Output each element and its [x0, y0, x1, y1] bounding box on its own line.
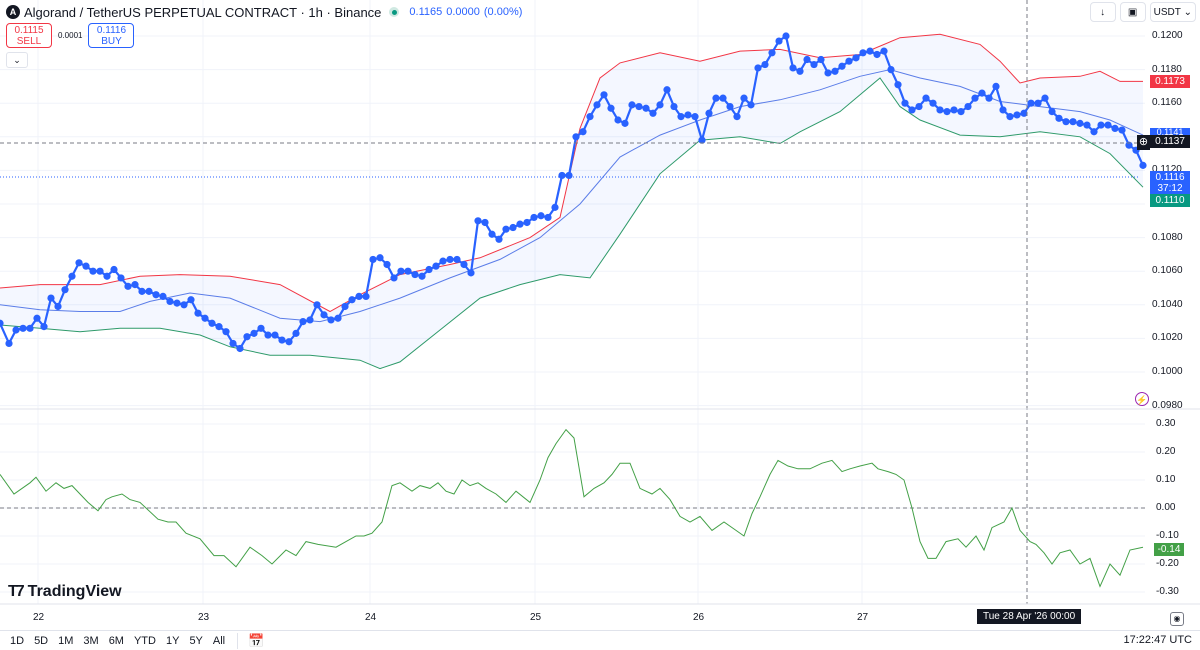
spread-value: 0.0001 — [58, 31, 83, 40]
lightning-icon[interactable]: ⚡ — [1135, 392, 1149, 406]
buy-button[interactable]: 0.1116 BUY — [88, 23, 135, 48]
range-5y[interactable]: 5Y — [189, 634, 203, 647]
currency-label: USDT — [1153, 6, 1181, 18]
crosshair-time-label: Tue 28 Apr '26 00:00 — [977, 609, 1082, 624]
oscillator-line — [0, 428, 1144, 588]
upper-band-tag: 0.1173 — [1150, 75, 1190, 88]
basis-line — [0, 69, 1144, 323]
time-tick: 26 — [693, 612, 705, 623]
price-scale-toolbar: ↓ ▣ USDT ⌄ — [1089, 2, 1196, 22]
last-price-tag: 0.1116 37:12 — [1150, 171, 1190, 195]
osc-tick: -0.10 — [1156, 530, 1179, 541]
time-tick: 25 — [530, 612, 542, 623]
osc-tick: -0.30 — [1156, 586, 1179, 597]
add-alert-plus-icon[interactable]: ⊕ — [1137, 135, 1150, 150]
bar-countdown: 37:12 — [1157, 183, 1183, 194]
buy-label: BUY — [101, 35, 122, 47]
price-tick: 0.1020 — [1152, 332, 1183, 344]
price-tick: 0.1160 — [1152, 97, 1182, 109]
buy-price: 0.1116 — [96, 24, 127, 36]
osc-tick: 0.30 — [1156, 418, 1176, 429]
range-6m[interactable]: 6M — [108, 634, 124, 647]
range-all[interactable]: All — [212, 634, 226, 647]
sell-button[interactable]: 0.1115 SELL — [6, 23, 52, 48]
crosshair-price-tag: 0.1137 — [1150, 135, 1190, 148]
price-tick: 0.0980 — [1152, 399, 1183, 411]
osc-tick: 0.20 — [1156, 446, 1176, 457]
lower-band-tag: 0.1110 — [1150, 194, 1190, 207]
market-open-dot-icon — [389, 7, 400, 17]
osc-tick: 0.00 — [1156, 502, 1176, 513]
tradingview-logo[interactable]: T7 TradingView — [8, 583, 122, 601]
time-tick: 23 — [198, 612, 210, 623]
upper-band-line — [0, 33, 1143, 313]
algorand-logo-icon: A — [6, 5, 20, 19]
price-tick: 0.1180 — [1152, 63, 1182, 75]
price-change-pct: (0.00%) — [483, 6, 523, 18]
last-price: 0.1165 — [409, 6, 443, 18]
price-tick: 0.1200 — [1152, 30, 1183, 41]
osc-tick: 0.10 — [1156, 474, 1176, 485]
range-1y[interactable]: 1Y — [165, 634, 180, 647]
sell-price: 0.1115 — [14, 24, 44, 36]
time-tick: 22 — [33, 612, 45, 623]
price-tick: 0.1060 — [1152, 265, 1183, 277]
chevron-down-icon: ⌄ — [1183, 6, 1192, 18]
clock[interactable]: 17:22:47 UTC — [1123, 634, 1192, 646]
osc-tick: -0.20 — [1156, 558, 1179, 569]
tradingview-logo-icon: T7 — [8, 583, 25, 600]
price-tick: 0.1000 — [1152, 366, 1183, 377]
basis-tag: 0.1141 — [1150, 128, 1190, 138]
range-selector: 1D 5D 1M 3M 6M YTD 1Y 5Y All — [0, 635, 225, 647]
sell-label: SELL — [16, 35, 42, 47]
calendar-goto-icon[interactable]: 📅 — [237, 632, 264, 649]
time-tick: 27 — [857, 612, 869, 623]
price-tick: 0.1040 — [1152, 298, 1183, 310]
price-tick: 0.1120 — [1152, 164, 1182, 176]
gear-icon[interactable]: ◉ — [1170, 612, 1184, 626]
lower-band-line — [0, 77, 1144, 370]
price-tick: 0.1080 — [1152, 231, 1183, 243]
range-1d[interactable]: 1D — [10, 634, 25, 647]
collapse-legend-button[interactable]: ⌄ — [6, 52, 28, 68]
currency-select[interactable]: USDT ⌄ — [1149, 2, 1196, 22]
last-price-value: 0.1116 — [1155, 172, 1185, 183]
range-ytd[interactable]: YTD — [133, 634, 156, 647]
time-tick: 24 — [365, 612, 377, 623]
arrow-down-icon[interactable]: ↓ — [1089, 2, 1116, 22]
range-5d[interactable]: 5D — [34, 634, 49, 647]
symbol-title[interactable]: Algorand / TetherUS PERPETUAL CONTRACT ·… — [24, 4, 382, 20]
symbol-header: A Algorand / TetherUS PERPETUAL CONTRACT… — [6, 3, 522, 21]
price-change: 0.0000 — [446, 6, 480, 18]
range-1m[interactable]: 1M — [58, 634, 74, 647]
range-3m[interactable]: 3M — [83, 634, 99, 647]
bottom-toolbar: 1D 5D 1M 3M 6M YTD 1Y 5Y All 📅 17:22:47 UTC — [0, 630, 1200, 650]
trade-panel: 0.1115 SELL 0.0001 0.1116 BUY — [6, 23, 135, 48]
oscillator-value-tag: -0.14 — [1154, 543, 1184, 556]
fullscreen-icon[interactable]: ▣ — [1119, 2, 1146, 22]
chevron-down-icon: ⌄ — [13, 54, 21, 65]
tradingview-brand: TradingView — [27, 583, 122, 600]
